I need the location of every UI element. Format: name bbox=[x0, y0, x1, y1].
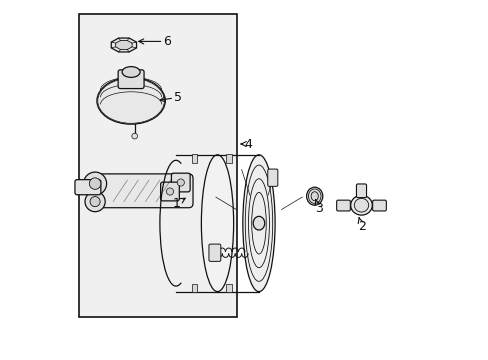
Text: 3: 3 bbox=[314, 199, 322, 215]
Bar bbox=[225, 154, 231, 163]
Ellipse shape bbox=[243, 155, 275, 292]
Circle shape bbox=[83, 172, 106, 195]
FancyBboxPatch shape bbox=[336, 200, 349, 211]
Polygon shape bbox=[111, 38, 136, 52]
Bar bbox=[191, 284, 197, 292]
Ellipse shape bbox=[354, 198, 368, 212]
Ellipse shape bbox=[308, 189, 320, 203]
Text: 2: 2 bbox=[357, 217, 365, 233]
Ellipse shape bbox=[201, 155, 233, 292]
FancyBboxPatch shape bbox=[208, 244, 221, 261]
Text: 1: 1 bbox=[172, 197, 185, 210]
Bar bbox=[79, 14, 237, 317]
FancyBboxPatch shape bbox=[91, 174, 193, 208]
Ellipse shape bbox=[253, 216, 264, 230]
FancyBboxPatch shape bbox=[118, 70, 144, 89]
Bar bbox=[191, 154, 197, 163]
Text: 5: 5 bbox=[160, 91, 182, 104]
Text: 4: 4 bbox=[241, 138, 252, 150]
Ellipse shape bbox=[97, 77, 165, 124]
Circle shape bbox=[132, 133, 137, 139]
Text: 6: 6 bbox=[139, 35, 171, 48]
FancyBboxPatch shape bbox=[372, 200, 386, 211]
Circle shape bbox=[166, 188, 173, 195]
Ellipse shape bbox=[350, 195, 371, 215]
FancyBboxPatch shape bbox=[160, 182, 179, 201]
Ellipse shape bbox=[310, 192, 318, 201]
Ellipse shape bbox=[122, 67, 140, 77]
Circle shape bbox=[177, 179, 184, 186]
FancyBboxPatch shape bbox=[75, 180, 101, 195]
Polygon shape bbox=[116, 40, 132, 50]
Circle shape bbox=[90, 197, 100, 207]
Ellipse shape bbox=[306, 187, 322, 205]
FancyBboxPatch shape bbox=[267, 169, 277, 186]
Circle shape bbox=[89, 178, 101, 189]
FancyBboxPatch shape bbox=[356, 184, 366, 198]
FancyBboxPatch shape bbox=[171, 173, 190, 192]
Bar bbox=[225, 284, 231, 292]
Circle shape bbox=[85, 192, 105, 212]
